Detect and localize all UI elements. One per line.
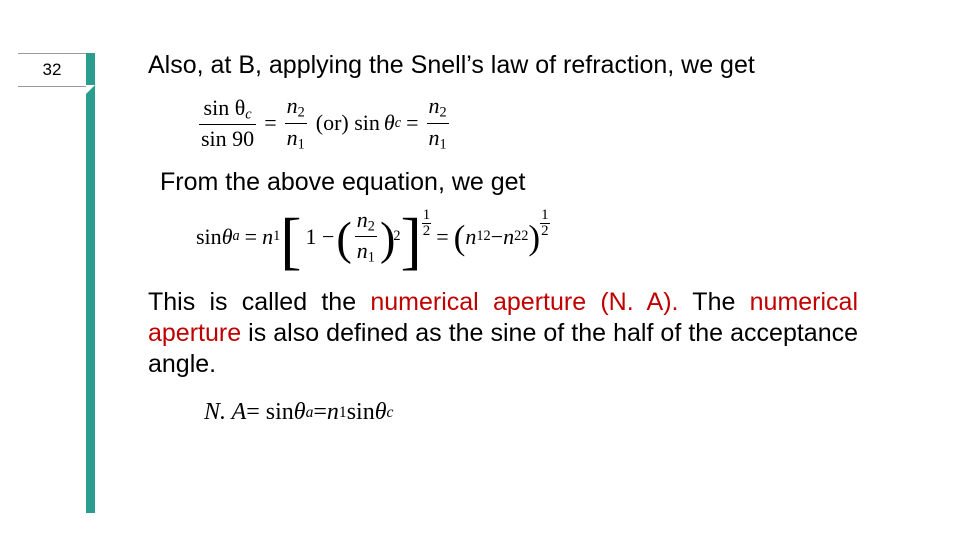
- p3-text-b: The: [679, 288, 750, 316]
- p3-text-c: is also defined as the sine of the half …: [148, 319, 858, 378]
- equation-2: sin θa = n1 [ 1 − ( n2 n1 )2 ] 1 2 = ( n…: [196, 207, 888, 267]
- slide-content: Also, at B, applying the Snell’s law of …: [148, 50, 888, 426]
- p3-text-a: This is called the: [148, 288, 370, 316]
- paragraph-2: From the above equation, we get: [160, 167, 888, 198]
- accent-vertical-bar: [86, 53, 95, 513]
- equation-3: N. A = sin θa = n1 sin θc: [204, 399, 888, 427]
- equation-1: sin θc sin 90 = n2 n1 (or) sin θc = n2 n…: [196, 93, 888, 153]
- paragraph-3: This is called the numerical aperture (N…: [148, 287, 858, 381]
- p3-period: .: [209, 350, 216, 378]
- term-numerical-aperture-1: numerical aperture (N. A).: [370, 288, 678, 316]
- slide-number-tab: 32: [18, 53, 86, 87]
- slide-number: 32: [43, 60, 62, 79]
- paragraph-1: Also, at B, applying the Snell’s law of …: [148, 50, 888, 81]
